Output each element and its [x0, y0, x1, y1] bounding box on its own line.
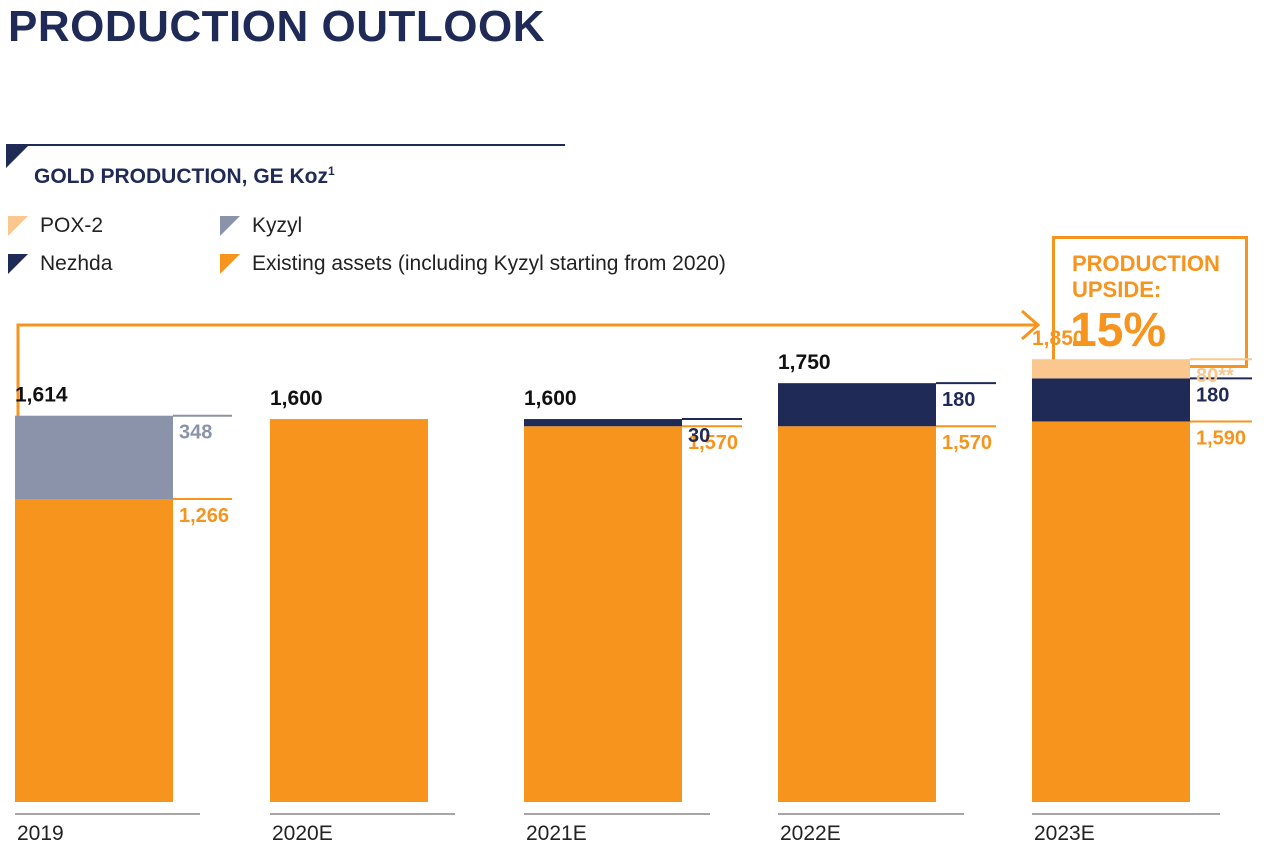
production-upside-value: 15%	[1070, 304, 1167, 357]
legend-item-kyzyl: Kyzyl	[220, 214, 302, 238]
section-title-text: GOLD PRODUCTION, GE Koz	[34, 165, 328, 188]
legend-swatch-existing-assets	[220, 254, 240, 274]
segment-label-2023e-nezhda: 180	[1196, 384, 1229, 406]
bar-2023e-pox-2	[1032, 359, 1190, 379]
segment-label-2023e-existing: 1,590	[1196, 427, 1246, 449]
total-label-2022e: 1,750	[778, 351, 831, 374]
legend-label-existing-assets: Existing assets (including Kyzyl startin…	[252, 252, 726, 275]
segment-label-2022e-existing: 1,570	[942, 432, 992, 454]
segment-label-2021e-nezhda: 30	[688, 425, 710, 447]
legend-item-pox2: POX-2	[8, 214, 103, 238]
bar-2020e-existing	[270, 419, 428, 802]
x-tick-label-2022e: 2022E	[780, 822, 841, 845]
section-corner-marker	[6, 146, 28, 168]
legend-label-kyzyl: Kyzyl	[252, 214, 303, 237]
production-upside-box: PRODUCTION UPSIDE: 15%	[1052, 236, 1248, 368]
segment-label-2023e-pox-2: 80**	[1196, 365, 1234, 387]
section-title: GOLD PRODUCTION, GE Koz1	[34, 164, 335, 189]
x-tick-label-2019: 2019	[17, 822, 64, 845]
legend-label-pox2: POX-2	[40, 214, 104, 237]
section-rule	[6, 144, 565, 146]
x-tick-label-2023e: 2023E	[1034, 822, 1095, 845]
total-label-2020e: 1,600	[270, 387, 323, 410]
page-title: PRODUCTION OUTLOOK	[8, 2, 545, 51]
legend-swatch-nezhda	[8, 254, 28, 274]
segment-label-2019-kyzyl: 348	[179, 422, 212, 444]
bar-2022e-existing	[778, 426, 936, 802]
upside-connector-line	[16, 323, 1036, 452]
total-label-2023e: 1,850	[1032, 327, 1085, 350]
bar-2023e-nezhda	[1032, 378, 1190, 422]
x-tick-label-2020e: 2020E	[272, 822, 333, 845]
bar-2023e-existing	[1032, 421, 1190, 802]
total-label-2021e: 1,600	[524, 387, 577, 410]
bar-2021e-existing	[524, 426, 682, 802]
bar-2022e-nezhda	[778, 383, 936, 427]
segment-label-2021e-existing: 1,570	[688, 432, 738, 454]
legend-label-nezhda: Nezhda	[40, 252, 113, 275]
upside-connector-arrowhead	[1021, 309, 1041, 341]
legend-swatch-pox2	[8, 216, 28, 236]
segment-label-2022e-nezhda: 180	[942, 389, 975, 411]
bar-2021e-nezhda	[524, 419, 682, 427]
production-upside-label: PRODUCTION UPSIDE:	[1072, 251, 1220, 302]
segment-label-2019-existing: 1,266	[179, 505, 229, 527]
legend-item-existing-assets: Existing assets (including Kyzyl startin…	[220, 252, 726, 276]
x-tick-label-2021e: 2021E	[526, 822, 587, 845]
bar-2019-existing	[15, 499, 173, 802]
legend-item-nezhda: Nezhda	[8, 252, 112, 276]
bar-2019-kyzyl	[15, 415, 173, 499]
legend-swatch-kyzyl	[220, 216, 240, 236]
total-label-2019: 1,614	[15, 384, 68, 407]
section-title-footnote: 1	[328, 164, 335, 178]
